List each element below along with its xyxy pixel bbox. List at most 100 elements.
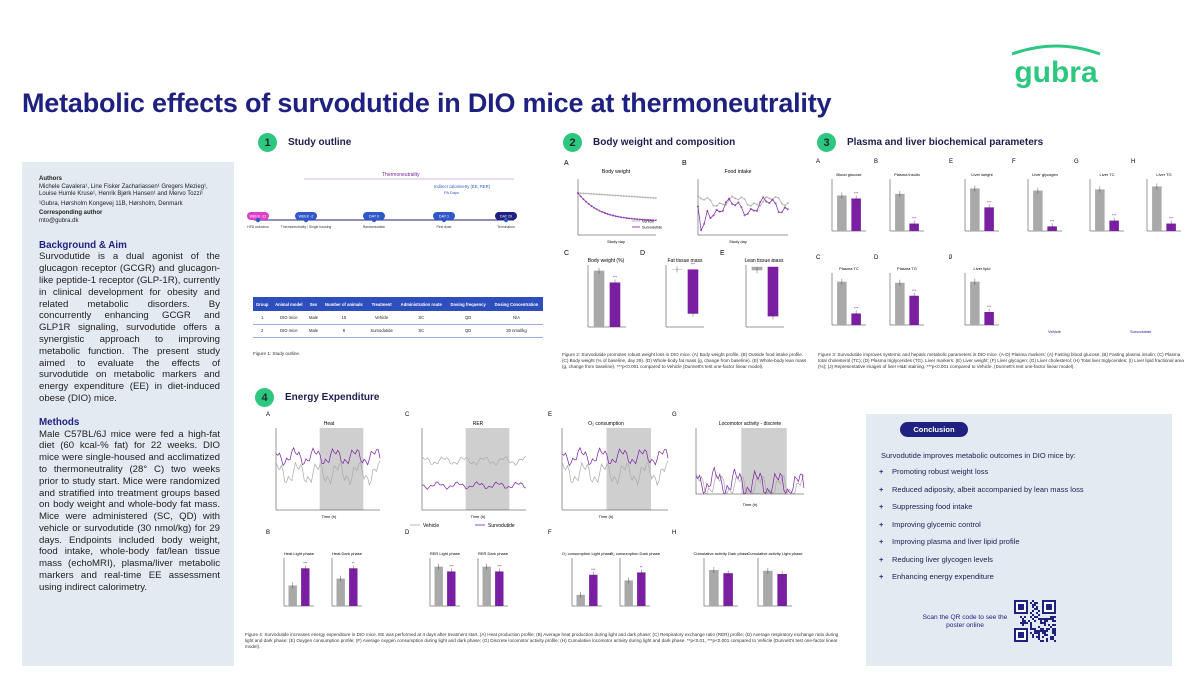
timeline-node-label: WEEK -22 <box>250 215 267 219</box>
table-header: Group <box>253 297 272 311</box>
bar-survodutide <box>1166 223 1176 231</box>
table-cell: 10 <box>320 311 367 325</box>
timeline-node <box>247 212 269 220</box>
indirect-label: Indirect calorimetry (EE, RER) <box>434 184 491 189</box>
data-point <box>743 198 746 201</box>
panel-label: C <box>816 255 821 261</box>
bar-chart-title: Plasma TC <box>839 266 859 271</box>
table-cell: DIO mice <box>271 324 307 338</box>
data-point <box>765 195 768 198</box>
data-point <box>783 206 786 209</box>
series-line <box>695 472 805 495</box>
conclusion-panel <box>866 414 1172 666</box>
table-cell: SC <box>396 324 447 338</box>
panel-label-d: D <box>640 250 645 257</box>
data-point <box>749 207 752 210</box>
methods-heading: Methods <box>39 416 80 428</box>
table-header: Dosing Concentration <box>489 297 543 311</box>
bar-chart-title: Blood glucose <box>836 172 862 177</box>
energy-legend: Vehicle Survodutide <box>410 523 515 529</box>
data-point <box>731 195 734 198</box>
section-1-title: Study outline <box>288 137 352 148</box>
bar-survodutide <box>609 282 621 327</box>
conclusion-item-text: Suppressing food intake <box>892 502 973 511</box>
timeline-node <box>295 212 317 220</box>
timeline-dot <box>255 217 261 223</box>
table-row: 1 DIO mice Male 10 Vehicle SC QD N/A <box>253 311 543 325</box>
panel-label-eb: B <box>266 530 270 536</box>
figure-3-caption: Figure 3: Survodutide improves systemic … <box>818 352 1184 369</box>
study-table: Group Animal model Sex Number of animals Tre… <box>253 297 543 338</box>
data-point <box>771 198 774 201</box>
energy-figures: A C E G Heat RER O₂ consumption Locomoto… <box>266 412 805 607</box>
data-point <box>582 198 585 201</box>
data-point <box>780 202 783 205</box>
significance-mark: *** <box>449 564 454 568</box>
series-line <box>275 446 381 467</box>
fat-mass-title: Fat tissue mass <box>667 258 703 264</box>
data-point <box>786 202 789 205</box>
bar-chart-title: Liver TG <box>1156 172 1171 177</box>
plus-icon: + <box>879 467 884 476</box>
panel-label-a: A <box>564 160 569 167</box>
significance-mark: ** <box>352 561 355 565</box>
timeline-node-label: DAY 0 <box>369 215 379 219</box>
bar-vehicle <box>336 578 345 606</box>
ee-xlabel-c: Time (h) <box>471 514 486 519</box>
table-cell: QD <box>446 311 490 325</box>
timeline-dot <box>441 217 447 223</box>
significance-mark: *** <box>912 217 917 221</box>
significance-mark: *** <box>854 192 859 196</box>
panel-label-b: B <box>682 160 687 167</box>
bar-survodutide <box>1109 220 1119 231</box>
section-4-title: Energy Expenditure <box>285 392 380 403</box>
series-line <box>697 195 789 207</box>
significance-mark: *** <box>613 275 618 279</box>
bar-survodutide <box>777 574 787 606</box>
table-header: Administration route <box>396 297 447 311</box>
series-line <box>697 196 789 232</box>
background-text: Survodutide is a dual agonist of the glu… <box>39 251 220 404</box>
timeline-dot <box>503 217 509 223</box>
conclusion-item-text: Promoting robust weight loss <box>892 467 989 476</box>
table-cell: DIO mice <box>271 311 307 325</box>
conclusion-list: + Promoting robust weight loss + Reduced ad… <box>879 467 1084 590</box>
table-header: Animal model <box>271 297 307 311</box>
bar-vehicle <box>709 570 719 606</box>
fi-xlabel: Study day <box>729 239 747 244</box>
table-cell: 30 nmol/kg <box>489 324 543 338</box>
study-table-wrap: Group Animal model Sex Number of animals Tre… <box>253 297 543 338</box>
bar-vehicle <box>624 580 633 606</box>
conclusion-item: + Improving plasma and liver lipid profil… <box>879 537 1084 555</box>
bar-vehicle <box>763 570 773 606</box>
plasma-figures: A Blood glucose *** B Plasma insulin *** E Live… <box>816 159 1181 334</box>
lean-mass-title: Lean tissue mass <box>745 258 784 264</box>
series-line <box>275 460 381 487</box>
qr-code[interactable] <box>1014 600 1056 642</box>
section-3-number: 3 <box>817 133 836 152</box>
table-row: 2 DIO mice Male 8 Survodutide SC QD 30 nmol/kg <box>253 324 543 338</box>
conclusion-item: + Reduced adiposity, albeit accompanied b… <box>879 485 1084 503</box>
food-intake-chart <box>696 179 789 236</box>
affiliation: ¹Gubra, Hørsholm Kongevej 11B, Hørsholm,… <box>39 200 183 207</box>
sidebar: Authors Michele Cavalera¹, Line Fisker Z… <box>22 162 234 666</box>
table-header: Sex <box>306 297 321 311</box>
panel-label: F <box>1012 159 1016 165</box>
corresponding-email[interactable]: mto@gubra.dk <box>39 217 79 224</box>
timeline-node <box>433 212 455 220</box>
plus-icon: + <box>879 537 884 546</box>
body-weight-title: Body weight <box>602 169 631 175</box>
table-cell: Male <box>306 311 321 325</box>
bar-chart-title: O₂ consumption Dark phase <box>610 551 661 556</box>
conclusion-badge: Conclusion <box>900 422 968 437</box>
bar-chart-title: RER Light phase <box>430 551 461 556</box>
bar-vehicle <box>1152 186 1162 231</box>
bar-vehicle <box>895 193 905 231</box>
bar-chart-title: Liver TC <box>1099 172 1114 177</box>
ee-legend-survodutide: Survodutide <box>488 523 515 529</box>
bar-survodutide <box>495 571 504 606</box>
series-line <box>577 192 657 199</box>
series-line <box>421 455 527 466</box>
plus-icon: + <box>879 484 884 494</box>
panel-label-ef: F <box>548 530 552 536</box>
